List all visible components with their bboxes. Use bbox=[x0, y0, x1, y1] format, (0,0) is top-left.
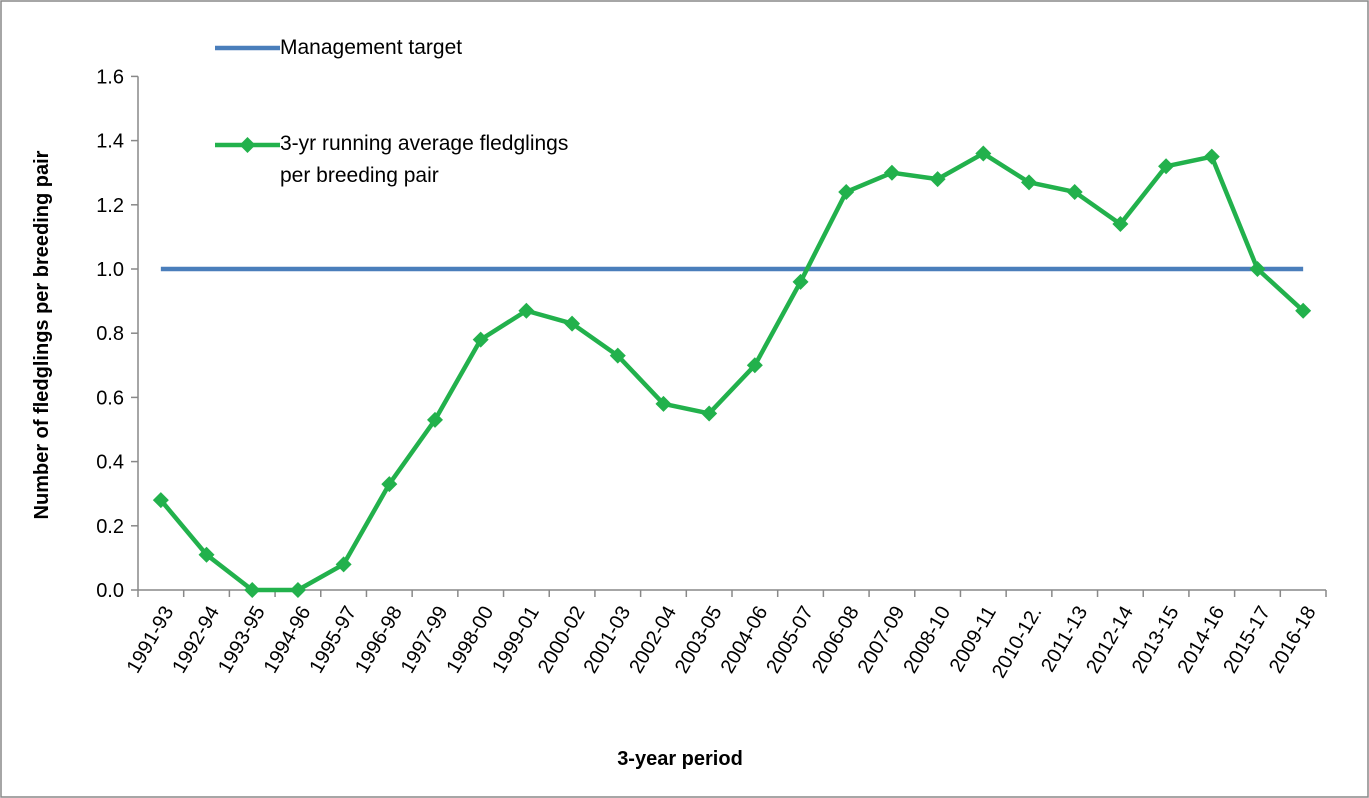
data-point bbox=[152, 492, 169, 509]
data-point bbox=[655, 395, 672, 412]
data-point bbox=[289, 582, 306, 598]
data-point bbox=[518, 302, 535, 319]
data-point bbox=[792, 273, 809, 290]
legend-label: Management target bbox=[280, 36, 463, 59]
y-tick-label: 1.2 bbox=[96, 195, 124, 217]
data-point bbox=[975, 145, 992, 162]
data-point bbox=[472, 331, 489, 348]
data-point bbox=[381, 476, 398, 493]
data-point bbox=[1066, 183, 1083, 200]
data-point bbox=[701, 405, 718, 422]
y-tick-label: 0.8 bbox=[96, 323, 124, 345]
y-tick-label: 0.4 bbox=[96, 452, 124, 474]
y-axis-title: Number of fledglings per breeding pair bbox=[31, 150, 53, 519]
data-point bbox=[609, 347, 626, 364]
data-point bbox=[427, 411, 443, 428]
y-tick-label: 1.6 bbox=[96, 66, 124, 88]
legend-label: 3-yr running average fledglings per bree… bbox=[280, 132, 569, 187]
data-point bbox=[1021, 174, 1037, 191]
data-point bbox=[746, 357, 763, 374]
series-line bbox=[159, 151, 1305, 593]
x-axis-title: 3-year period bbox=[617, 748, 743, 770]
data-point bbox=[244, 582, 261, 598]
data-point bbox=[929, 171, 946, 188]
data-point bbox=[1158, 158, 1175, 175]
data-point bbox=[883, 164, 900, 181]
y-tick-label: 1.4 bbox=[96, 131, 124, 153]
data-point bbox=[1249, 261, 1266, 277]
data-point bbox=[1295, 302, 1312, 319]
data-point bbox=[1203, 148, 1220, 165]
y-tick-label: 0.2 bbox=[96, 516, 124, 538]
y-tick-label: 1.0 bbox=[96, 259, 124, 281]
data-point bbox=[335, 556, 352, 573]
y-tick-label: 0.6 bbox=[96, 387, 124, 409]
data-point bbox=[1112, 216, 1129, 233]
y-tick-label: 0.0 bbox=[96, 580, 124, 602]
legend-marker bbox=[239, 137, 256, 153]
data-point bbox=[564, 315, 581, 332]
data-point bbox=[198, 546, 215, 563]
data-point bbox=[838, 183, 855, 200]
